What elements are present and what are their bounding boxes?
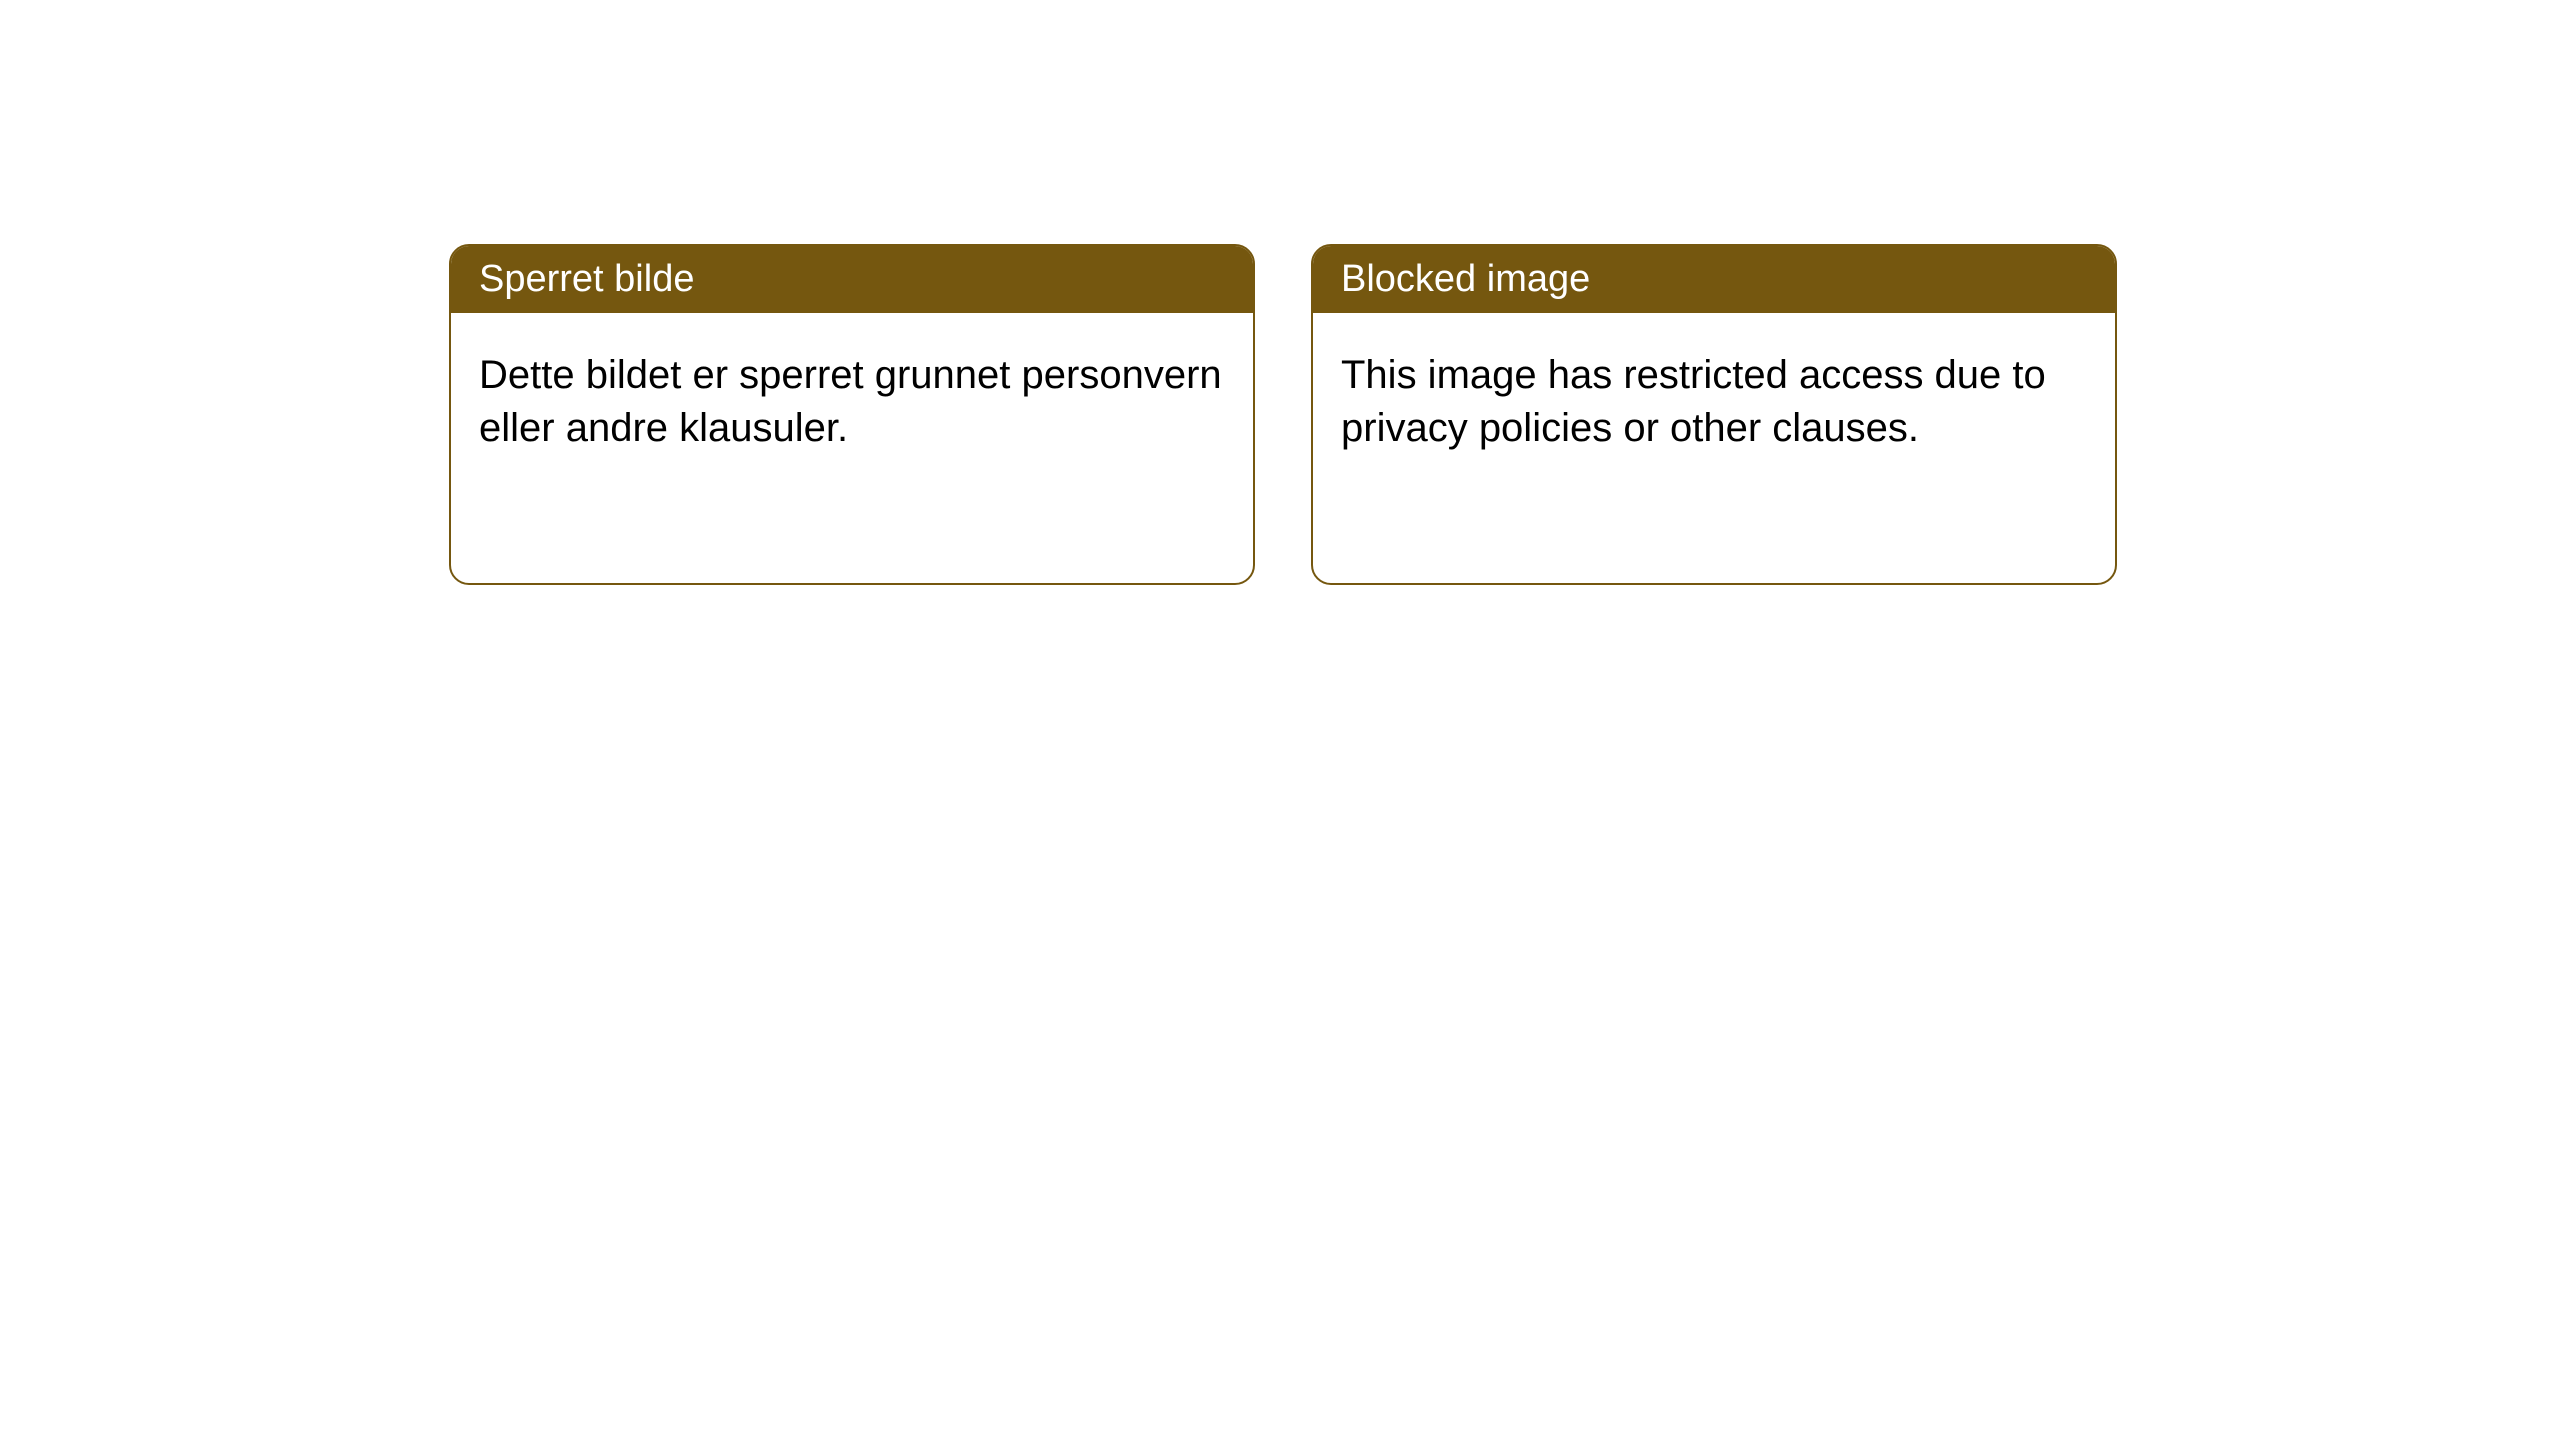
notice-card-norwegian: Sperret bilde Dette bildet er sperret gr…	[449, 244, 1255, 585]
card-message: This image has restricted access due to …	[1341, 349, 2087, 455]
card-body: Dette bildet er sperret grunnet personve…	[451, 313, 1253, 583]
card-body: This image has restricted access due to …	[1313, 313, 2115, 583]
card-header: Blocked image	[1313, 246, 2115, 313]
card-title: Sperret bilde	[479, 258, 694, 300]
notice-card-english: Blocked image This image has restricted …	[1311, 244, 2117, 585]
card-message: Dette bildet er sperret grunnet personve…	[479, 349, 1225, 455]
card-header: Sperret bilde	[451, 246, 1253, 313]
notice-container: Sperret bilde Dette bildet er sperret gr…	[0, 0, 2560, 585]
card-title: Blocked image	[1341, 258, 1590, 300]
